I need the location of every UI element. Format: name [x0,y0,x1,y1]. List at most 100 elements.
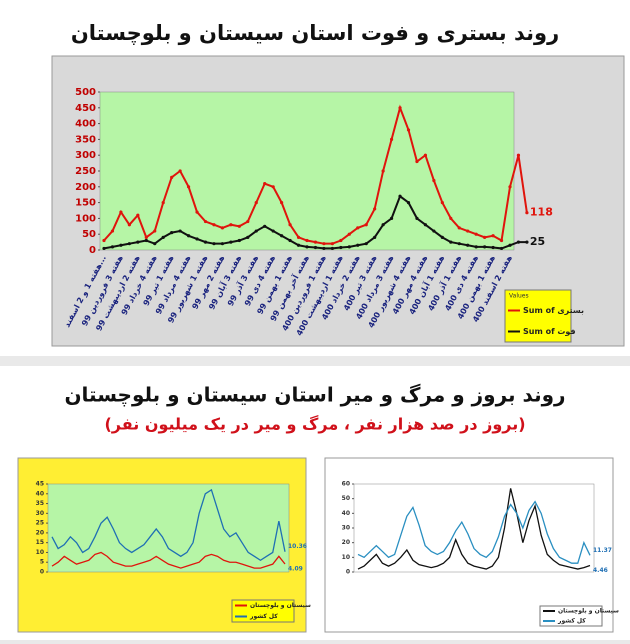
point [474,245,478,249]
legend-label: سیستان و بلوچستان [558,608,619,615]
point [161,201,165,205]
point [296,243,301,247]
point [288,238,292,243]
point [356,226,360,230]
point [356,243,360,247]
point [339,238,343,243]
y-tick-label: 450 [75,103,96,114]
y-tick-label: 200 [75,182,96,193]
plot-area [99,91,515,251]
point [178,169,182,173]
point [406,128,411,132]
point [136,213,140,217]
point [195,237,199,241]
point [127,242,131,246]
legend-label: Sum of فوت [523,327,576,336]
point [144,238,148,243]
point [161,235,165,239]
plot-area [47,483,290,573]
y-tick-label: 0 [40,569,44,576]
point [305,238,309,243]
point [373,207,377,211]
point [237,224,241,228]
point [432,229,436,233]
point [127,223,131,227]
point [457,226,461,230]
point [195,210,199,214]
point [212,223,216,227]
point [170,175,174,179]
legend-box [504,289,572,343]
point [136,240,140,244]
legend-label: کل کشور [249,613,278,620]
point [220,226,225,230]
point [483,245,487,249]
point [508,185,512,189]
y-tick-label: 50 [342,495,350,502]
y-tick-label: 10 [342,554,350,561]
point [110,245,115,249]
point [381,223,385,227]
point [322,242,326,246]
point [271,229,275,233]
y-tick-label: 20 [342,539,350,546]
point [339,245,343,250]
y-tick-label: 45 [36,481,44,488]
point [102,246,106,251]
point [389,137,394,141]
point [313,240,318,244]
y-tick-label: 40 [36,490,44,497]
y-tick-label: 10 [36,549,44,556]
y-tick-label: 400 [75,119,96,130]
point [432,178,436,183]
y-tick-label: 30 [342,525,350,532]
end-label: 4.46 [593,567,608,574]
section-title: روند بروز و مرگ و میر استان سیستان و بلو… [64,383,565,408]
point [466,243,470,247]
point [144,235,148,239]
y-tick-label: 20 [36,529,44,536]
y-tick-label: 25 [36,520,44,527]
series-line [51,551,286,569]
point [330,242,334,246]
point [415,159,419,164]
point [423,153,428,157]
y-tick-label: 300 [75,150,96,161]
series-line [357,488,591,570]
series-line [357,500,591,564]
point [415,216,419,220]
y-tick-label: 60 [342,481,350,488]
point [398,106,402,110]
legend-label: سیستان و بلوچستان [250,602,311,609]
y-tick-label: 5 [40,559,44,566]
point [389,216,394,220]
point [153,242,157,246]
point [364,223,368,227]
point [246,219,250,224]
point [271,185,275,189]
point [499,238,504,243]
legend-box [231,599,295,623]
point [449,216,453,220]
point [440,235,444,239]
point [229,223,233,227]
point [373,235,377,239]
end-label: 10.36 [288,543,307,550]
point [263,182,267,186]
point [237,238,241,243]
y-tick-label: 350 [75,134,96,145]
point [119,243,123,247]
point [254,201,258,205]
point [186,185,191,189]
point [466,229,470,233]
chart-title: روند بستری و فوت استان سیستان و بلوچستان [71,21,559,45]
point [203,240,208,244]
point [491,234,495,238]
point [212,242,216,246]
end-label: 11.37 [593,547,612,554]
point [280,234,284,238]
plot-area [353,483,595,573]
point [102,238,106,243]
point [347,232,351,236]
point [491,245,495,250]
